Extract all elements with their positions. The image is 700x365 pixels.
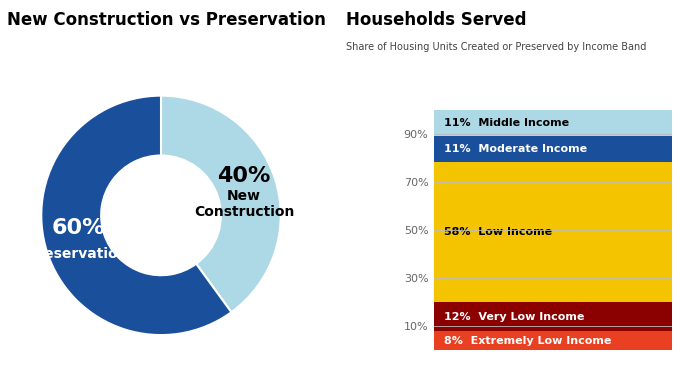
- Text: New
Construction: New Construction: [194, 189, 294, 219]
- Bar: [434, 302, 672, 331]
- Text: 11%  Moderate Income: 11% Moderate Income: [444, 144, 587, 154]
- Text: New Construction vs Preservation: New Construction vs Preservation: [7, 11, 326, 29]
- Bar: [434, 136, 672, 162]
- Wedge shape: [41, 96, 232, 335]
- Text: 12%  Very Low Income: 12% Very Low Income: [444, 312, 584, 322]
- Text: Share of Housing Units Created or Preserved by Income Band: Share of Housing Units Created or Preser…: [346, 42, 647, 52]
- Text: 58%  Low Income: 58% Low Income: [444, 227, 552, 237]
- Text: 40%: 40%: [218, 166, 271, 187]
- Text: 60%: 60%: [51, 218, 104, 238]
- Text: 8%  Extremely Low Income: 8% Extremely Low Income: [444, 336, 611, 346]
- Bar: [434, 110, 672, 136]
- Text: Households Served: Households Served: [346, 11, 527, 29]
- Bar: [434, 331, 672, 350]
- Bar: [434, 162, 672, 302]
- Text: 11%  Middle Income: 11% Middle Income: [444, 118, 568, 128]
- Text: Preservation: Preservation: [27, 247, 128, 261]
- Wedge shape: [161, 96, 281, 312]
